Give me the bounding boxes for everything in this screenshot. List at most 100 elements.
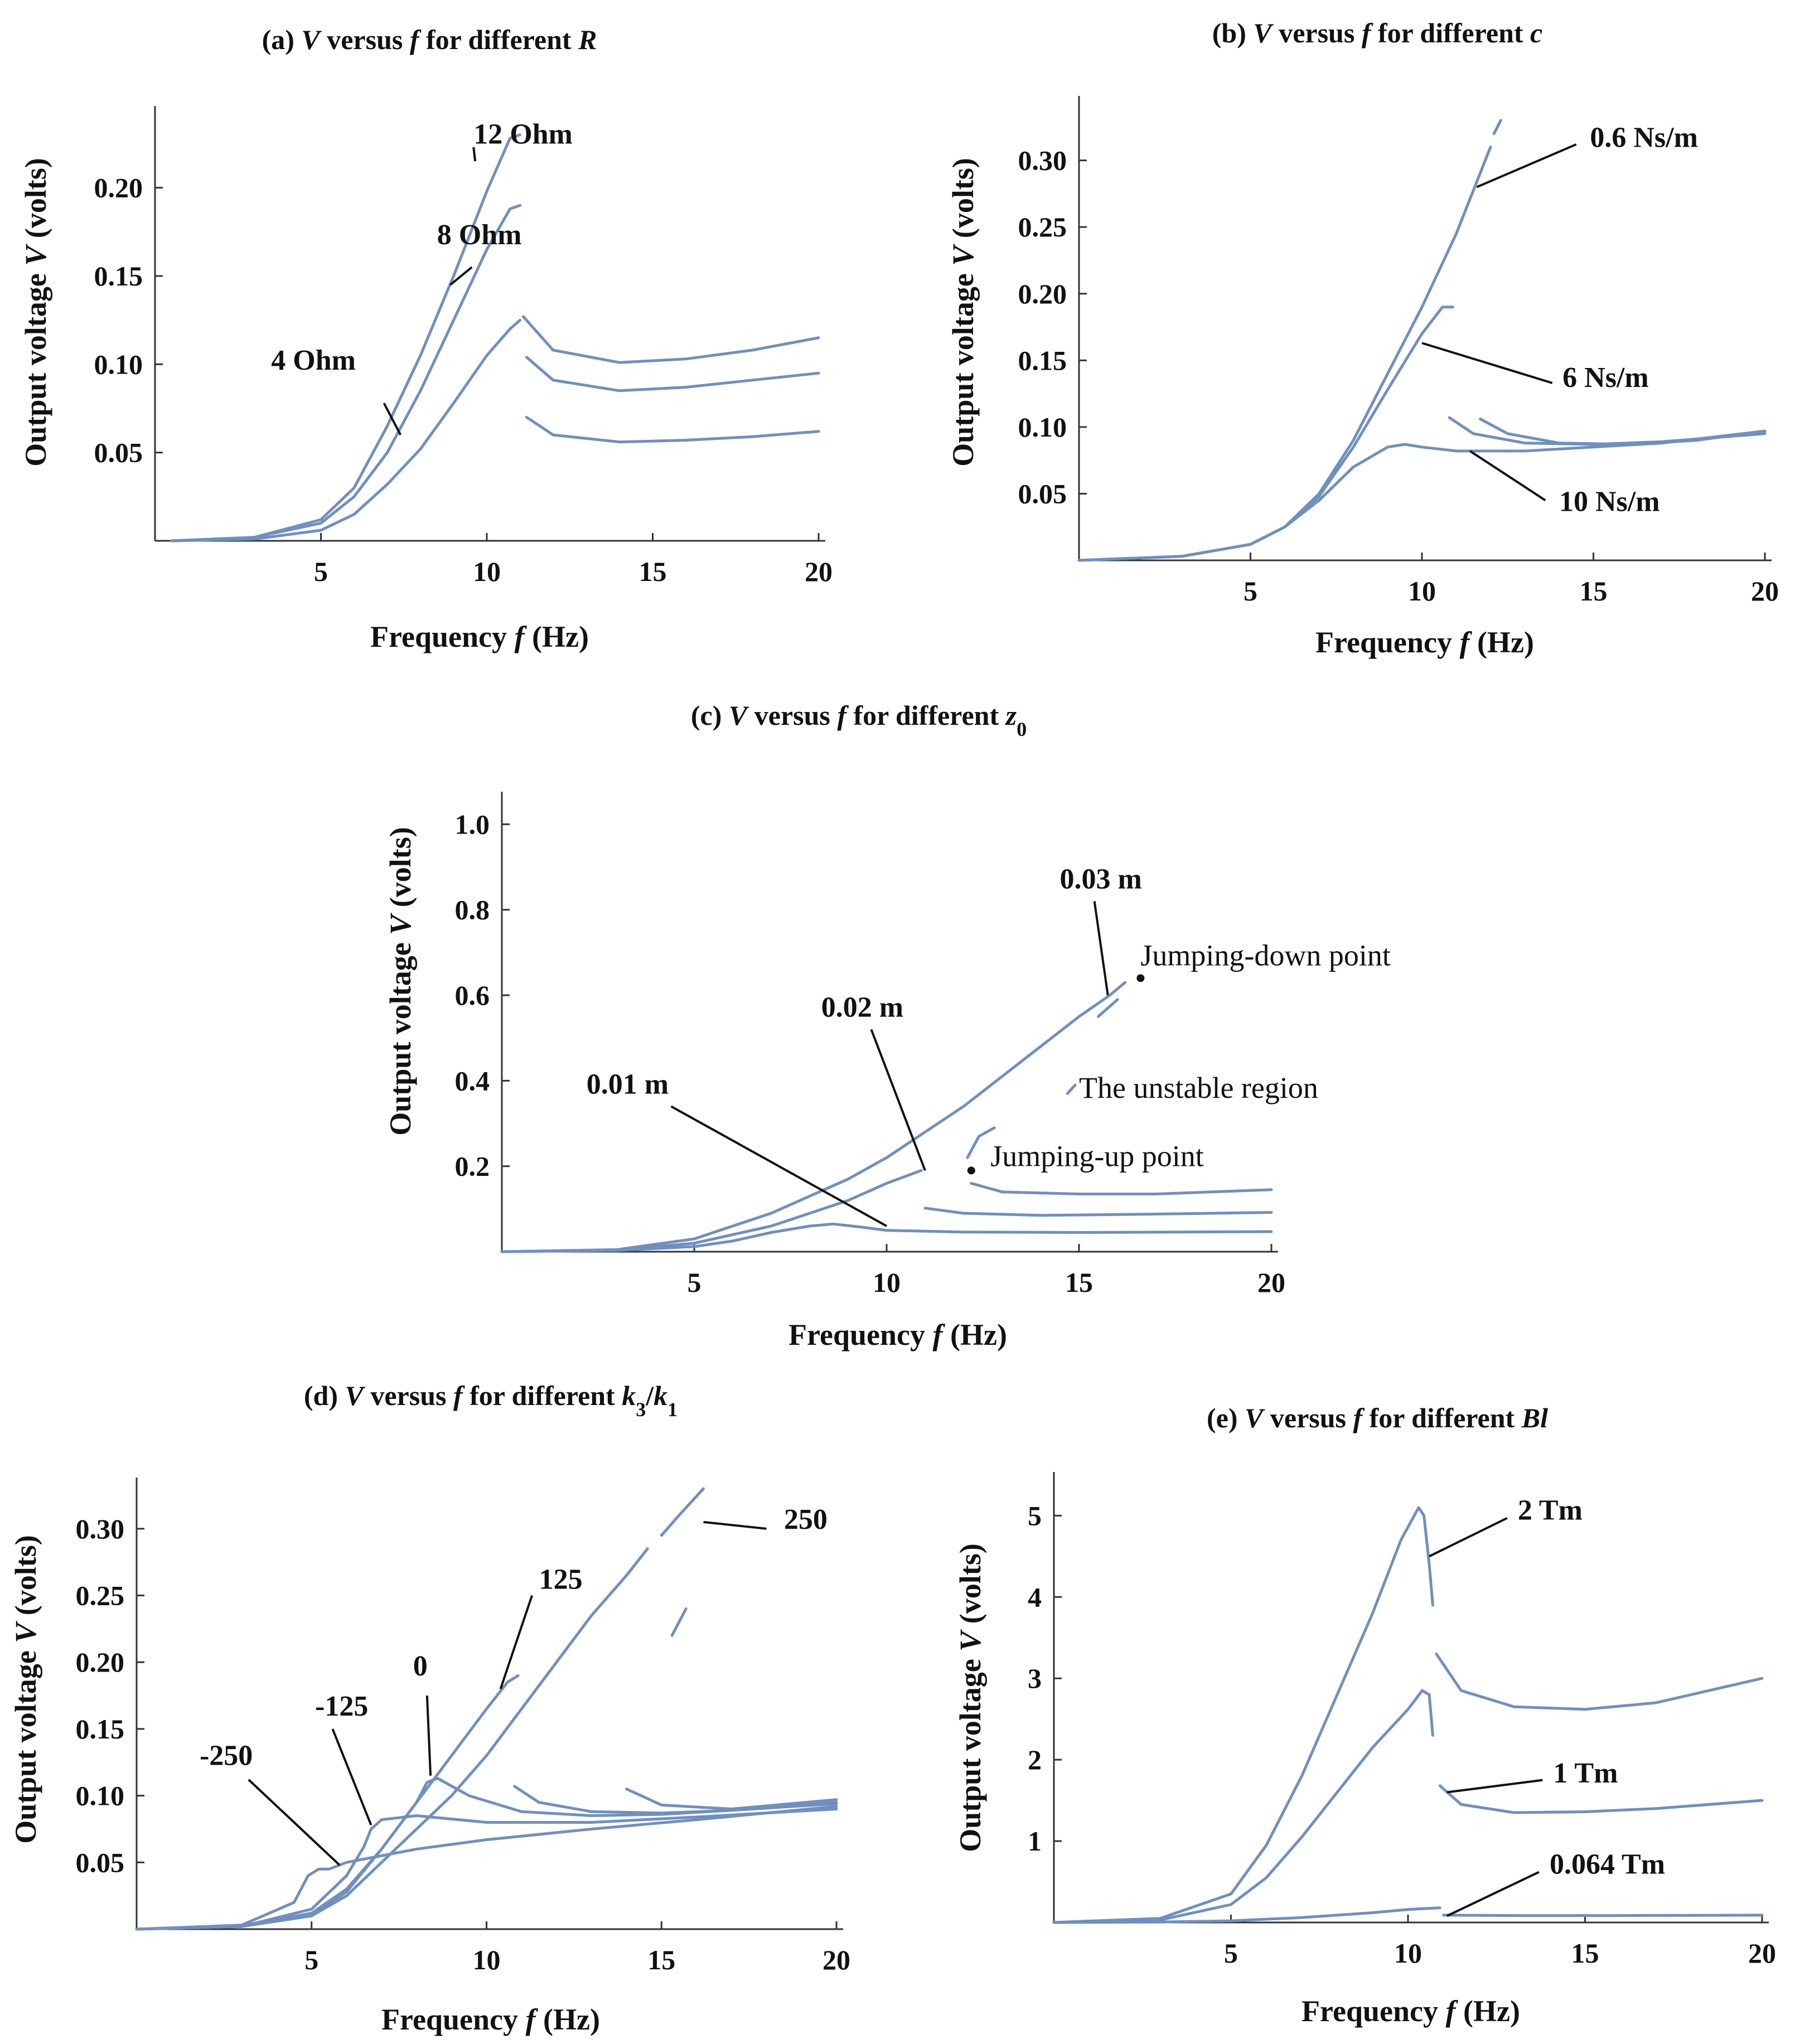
- series-line: [1077, 429, 1767, 562]
- annotation-label: Jumping-down point: [1140, 938, 1391, 972]
- series-line: [525, 356, 820, 393]
- y-tick-label: 0.15: [76, 1713, 125, 1745]
- series-line: [521, 315, 820, 364]
- leader-line: [703, 1520, 767, 1530]
- leader-line: [1093, 901, 1109, 996]
- series-line: [1077, 306, 1454, 562]
- series-e-0: [1052, 1506, 1764, 1924]
- y-tick-label: 0.4: [455, 1065, 490, 1096]
- x-tick-label: 5: [314, 556, 328, 587]
- series-c-0: [500, 981, 1273, 1253]
- series-line: [966, 1126, 996, 1159]
- leader-line: [1429, 1517, 1508, 1558]
- y-tick-label: 0.20: [76, 1646, 125, 1678]
- series-line: [500, 1222, 1273, 1253]
- leader-line: [1476, 143, 1577, 188]
- leader-line: [870, 1029, 926, 1171]
- x-tick-label: 20: [805, 556, 833, 587]
- series-d-4: [135, 1805, 838, 1931]
- y-tick-label: 0.20: [94, 172, 143, 204]
- chart-title-e: (e) V versus f for different Bl: [1207, 1402, 1548, 1433]
- y-tick-label: 0.05: [1018, 478, 1067, 509]
- x-axis-label-a: Frequency f (Hz): [370, 620, 589, 653]
- series-line: [1052, 1689, 1434, 1924]
- annotation-label: 0.02 m: [821, 991, 903, 1023]
- y-axis-label-d: Output voltage V (volts): [9, 1535, 42, 1844]
- annotation-label: 1 Tm: [1553, 1757, 1618, 1789]
- y-axis-label-a: Output voltage V (volts): [19, 158, 52, 467]
- annotation-label: -125: [315, 1691, 368, 1722]
- series-d-3: [135, 1808, 838, 1931]
- series-c-2: [500, 1222, 1273, 1253]
- leader-line: [472, 147, 477, 162]
- point-jump-up: [967, 1166, 975, 1175]
- annotation-label: 125: [539, 1564, 583, 1596]
- x-tick-label: 20: [822, 1944, 850, 1975]
- chart-panel-e: (e) V versus f for different Bl 5 10 15 20 1 2…: [954, 1402, 1776, 2028]
- series-line: [135, 1805, 838, 1931]
- series-line: [170, 204, 521, 543]
- leader-line: [449, 266, 473, 286]
- y-tick-label: 0.6: [455, 980, 490, 1011]
- series-line: [500, 981, 1127, 1253]
- series-line: [170, 133, 521, 543]
- series-line: [1442, 1914, 1764, 1917]
- series-b-1: [1077, 306, 1767, 562]
- leader-line: [499, 1595, 533, 1689]
- chart-panel-a: (a) V versus f for different R 5 10 15 20 0.0…: [19, 24, 833, 653]
- annotation-label: 0.064 Tm: [1550, 1848, 1665, 1880]
- series-line: [1435, 1652, 1764, 1711]
- annotation-label: 12 Ohm: [473, 119, 573, 151]
- x-tick-label: 15: [1580, 575, 1608, 607]
- series-b-2: [1077, 418, 1767, 562]
- y-tick-label: 0.15: [94, 260, 143, 292]
- x-tick-label: 20: [1257, 1267, 1285, 1298]
- series-e-2: [1052, 1906, 1764, 1924]
- annotation-label: 10 Ns/m: [1559, 486, 1660, 518]
- leader-line: [1469, 450, 1546, 502]
- y-tick-label: 0.30: [76, 1513, 125, 1544]
- series-line: [1077, 146, 1492, 562]
- series-line: [1052, 1906, 1441, 1924]
- y-axis-label-e: Output voltage V (volts): [954, 1543, 987, 1852]
- series-line: [1479, 418, 1767, 446]
- y-tick-label: 0.25: [76, 1580, 125, 1611]
- series-line: [135, 1777, 838, 1931]
- y-tick-label: 4: [1028, 1581, 1042, 1612]
- x-tick-label: 15: [639, 556, 667, 587]
- x-axis-label-d: Frequency f (Hz): [381, 2003, 600, 2036]
- y-tick-label: 0.05: [76, 1847, 125, 1878]
- x-axis-label-e: Frequency f (Hz): [1302, 1994, 1520, 2028]
- x-tick-label: 15: [647, 1944, 675, 1975]
- series-c-1: [500, 1169, 1273, 1253]
- chart-panel-b: (b) V versus f for different c 5 10 15 20 0.0…: [946, 17, 1779, 659]
- y-tick-label: 0.10: [1018, 411, 1067, 443]
- series-line: [670, 1607, 688, 1637]
- chart-title-a: (a) V versus f for different R: [262, 24, 597, 55]
- x-tick-label: 20: [1751, 575, 1779, 607]
- y-tick-label: 0.8: [455, 894, 490, 926]
- leader-line: [1446, 1779, 1543, 1794]
- series-line: [135, 1808, 838, 1931]
- annotation-label: 2 Tm: [1518, 1495, 1583, 1527]
- series-line: [1492, 119, 1502, 135]
- y-tick-label: 0.30: [1018, 145, 1067, 176]
- x-tick-label: 10: [1394, 1938, 1422, 1969]
- x-tick-label: 5: [1244, 575, 1257, 607]
- leader-line: [1446, 1871, 1540, 1917]
- x-axis-label-b: Frequency f (Hz): [1315, 626, 1534, 659]
- y-tick-label: 0.10: [76, 1780, 125, 1811]
- x-tick-label: 10: [473, 1944, 501, 1975]
- chart-panel-c: (c) V versus f for different z0 5 10 15 20 0.…: [384, 700, 1391, 1352]
- x-tick-label: 5: [688, 1267, 701, 1298]
- series-line: [1097, 998, 1119, 1018]
- leader-line: [425, 1695, 432, 1776]
- annotation-label: 6 Ns/m: [1562, 362, 1649, 394]
- series-a-2: [170, 318, 820, 543]
- annotation-label: 8 Ohm: [437, 219, 522, 251]
- y-tick-label: 0.20: [1018, 278, 1067, 309]
- chart-title-d: (d) V versus f for different k3/k1: [304, 1380, 678, 1421]
- series-e-1: [1052, 1689, 1764, 1924]
- chart-panel-d: (d) V versus f for different k3/k1 5 10 15 2…: [9, 1380, 850, 2036]
- series-a-0: [170, 133, 820, 543]
